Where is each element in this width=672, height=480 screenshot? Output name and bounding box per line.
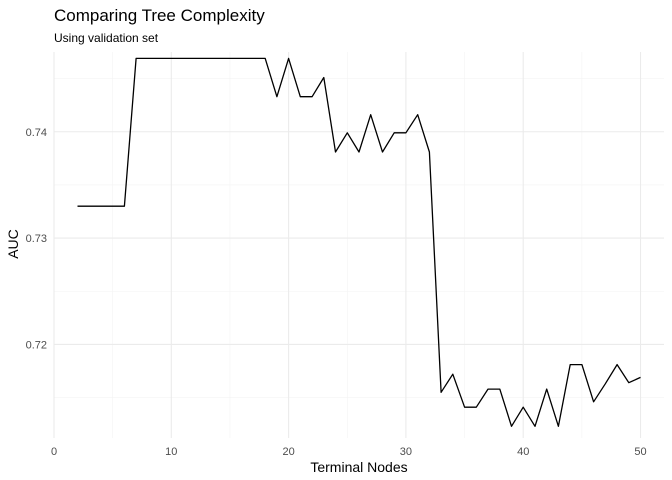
x-tick-label: 50 xyxy=(634,446,646,458)
x-tick-label: 40 xyxy=(517,446,529,458)
x-tick-label: 20 xyxy=(282,446,294,458)
tick-labels: 0 10 20 30 40 50 0.72 0.73 0.74 xyxy=(26,127,647,458)
y-axis-label: AUC xyxy=(5,229,21,259)
x-tick-label: 10 xyxy=(165,446,177,458)
series-group xyxy=(77,57,641,427)
auc-series-line xyxy=(77,57,641,427)
x-tick-label: 30 xyxy=(400,446,412,458)
chart-title: Comparing Tree Complexity xyxy=(54,6,265,25)
y-tick-label: 0.72 xyxy=(26,339,47,351)
x-tick-label: 0 xyxy=(51,446,57,458)
grid xyxy=(53,52,664,438)
x-axis-label: Terminal Nodes xyxy=(310,459,407,475)
y-tick-label: 0.73 xyxy=(26,233,47,245)
y-tick-label: 0.74 xyxy=(26,127,47,139)
chart-subtitle: Using validation set xyxy=(54,31,159,45)
